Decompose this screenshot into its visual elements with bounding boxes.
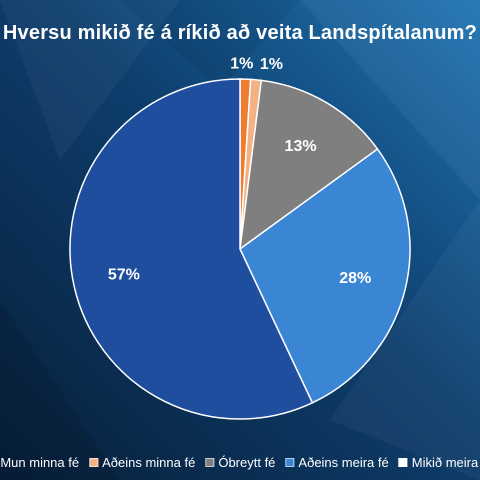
legend: Mun minna fé Aðeins minna fé Óbreytt fé Aðe… bbox=[0, 455, 480, 470]
data-label: 28% bbox=[339, 270, 371, 287]
legend-swatch bbox=[89, 458, 99, 467]
legend-item: Óbreytt fé bbox=[205, 455, 275, 470]
pie-slice bbox=[239, 79, 379, 251]
data-label: 1% bbox=[230, 55, 253, 72]
legend-label: Mikið meira fé bbox=[411, 455, 480, 470]
legend-item: Mikið meira fé bbox=[398, 455, 480, 470]
pie-slice bbox=[69, 78, 314, 420]
legend-label: Aðeins minna fé bbox=[102, 455, 196, 470]
legend-swatch bbox=[398, 458, 408, 467]
data-label: 13% bbox=[285, 138, 317, 155]
data-label: 1% bbox=[260, 56, 283, 73]
legend-item: Aðeins minna fé bbox=[89, 455, 195, 470]
legend-item: Mun minna fé bbox=[0, 455, 79, 470]
legend-label: Óbreytt fé bbox=[218, 455, 276, 470]
legend-item: Aðeins meira fé bbox=[285, 455, 389, 470]
legend-label: Aðeins meira fé bbox=[298, 455, 389, 470]
legend-swatch bbox=[205, 458, 215, 467]
legend-label: Mun minna fé bbox=[0, 455, 80, 470]
legend-swatch bbox=[285, 458, 295, 467]
chart-title: Hversu mikið fé á ríkið að veita Landspí… bbox=[2, 22, 478, 44]
pie-slice bbox=[239, 148, 411, 404]
data-label: 57% bbox=[108, 266, 140, 283]
